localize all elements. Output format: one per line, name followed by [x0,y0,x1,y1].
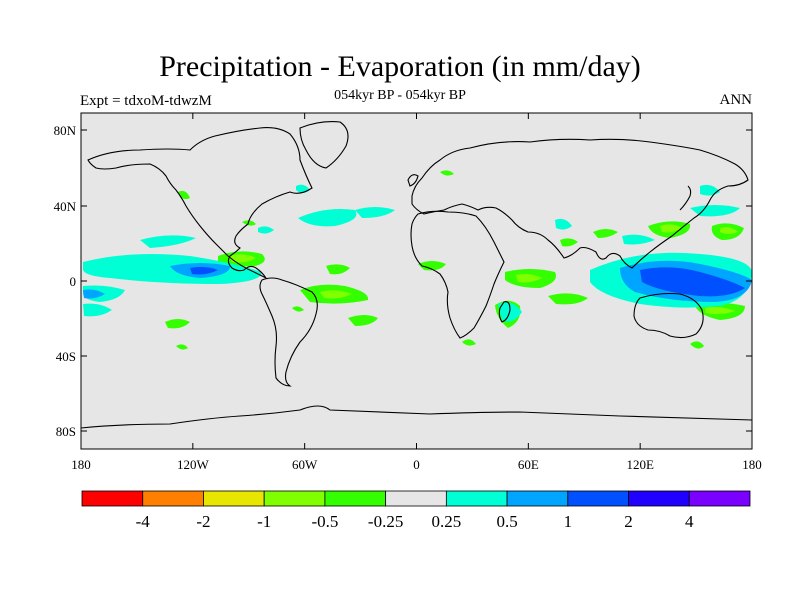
lat-tick-label: 80S [56,424,76,439]
field-patch [83,303,112,317]
colorbar-swatch [81,490,144,507]
field-patch [720,227,738,234]
field-patch [320,290,352,299]
colorbar-label: -4 [136,512,151,531]
field-patch [548,293,588,305]
colorbar-label: -0.25 [368,512,403,531]
anomaly-field-layer [83,170,752,350]
field-patch [242,220,256,226]
lon-tick-label: 120W [177,457,210,472]
colorbar-swatch [688,490,751,507]
field-patch [622,234,655,245]
lon-tick-label: 180 [71,457,91,472]
coastlines [81,121,752,429]
field-patch [705,307,735,315]
colorbar-label: 0.25 [431,512,461,531]
field-patch [190,266,218,275]
colorbar-swatch [445,490,508,507]
field-patch [560,238,578,247]
lat-tick-label: 80N [54,123,77,138]
colorbar: -4 -2 -1 -0.5 -0.25 0.25 0.5 1 2 4 [81,490,751,531]
field-patch [140,235,196,248]
lon-tick-label: 60E [518,457,539,472]
lon-tick-label: 60W [292,457,318,472]
field-patch [348,315,378,326]
field-patch [258,226,274,234]
field-patch [440,170,454,176]
colorbar-label: -0.5 [311,512,338,531]
colorbar-label: -1 [257,512,271,531]
season-label: ANN [719,92,753,108]
coastline-eurasia [411,138,749,269]
coastline-antarctica [81,405,752,429]
field-patch [660,224,682,233]
colorbar-swatch [506,490,569,507]
axis-layer: 180 120W 60W 0 60E 120E 180 80N 40N 0 40S 80S [54,113,762,472]
chart-title: Precipitation - Evaporation (in mm/day) [159,50,641,83]
field-patch [516,274,542,283]
field-patch [462,339,476,346]
field-patch [355,207,395,218]
colorbar-swatch [385,490,447,507]
lat-tick-label: 0 [70,274,77,289]
colorbar-label: -2 [196,512,210,531]
field-patch [176,344,188,350]
field-patch [165,319,190,329]
colorbar-swatch [263,490,326,507]
field-patch [593,229,618,238]
coastline-north-america [87,127,313,280]
colorbar-swatch [567,490,629,507]
lon-tick-label: 0 [413,457,420,472]
field-patch [640,267,745,297]
colorbar-swatch [324,490,387,507]
coastline-madagascar [498,301,511,323]
colorbar-swatch [628,490,690,507]
field-patch [178,190,190,200]
lon-tick-label: 120E [626,457,654,472]
coastline-greenland [299,121,349,169]
coastline-south-america [259,277,318,387]
field-patch [292,306,304,312]
colorbar-label: 4 [685,512,694,531]
colorbar-swatch [142,490,204,507]
lat-tick-label: 40N [54,199,77,214]
chart-subtitle: 054kyr BP - 054kyr BP [334,88,466,103]
field-patch [326,264,350,275]
coastline-africa [410,210,505,339]
field-patch [83,289,105,299]
field-patch [228,254,256,263]
colorbar-swatch [203,490,265,507]
experiment-label: Expt = tdxoM-tdwzM [80,93,212,109]
colorbar-label: 2 [624,512,633,531]
field-patch [555,218,572,230]
coastline-japan [679,185,692,211]
coastline-australia [633,292,704,339]
field-patch [690,341,704,349]
colorbar-label: 0.5 [496,512,517,531]
field-patch [418,261,446,271]
lon-tick-label: 180 [742,457,762,472]
colorbar-label: 1 [564,512,573,531]
field-patch [690,205,740,217]
lat-tick-label: 40S [56,349,76,364]
coastline-british-isles [407,174,419,187]
field-patch [298,209,357,227]
